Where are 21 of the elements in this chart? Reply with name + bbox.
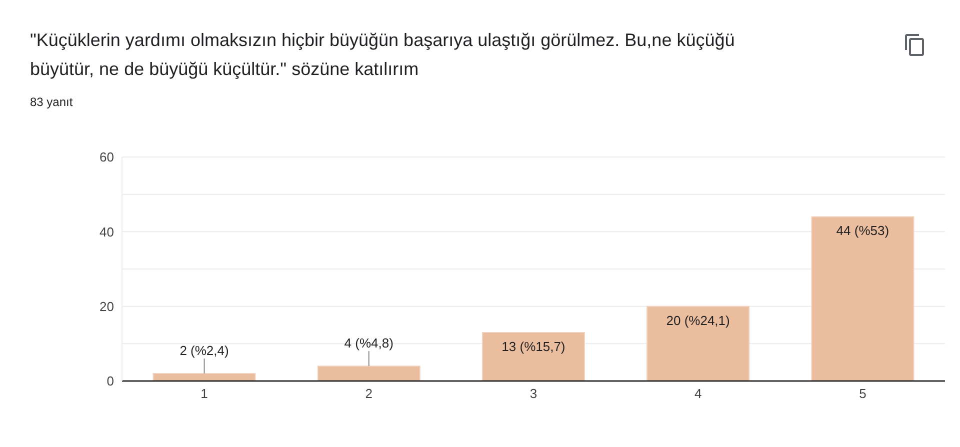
y-tick-label: 40 [100,224,114,240]
y-tick-label: 0 [106,374,114,389]
x-tick-label: 1 [200,386,208,402]
data-label: 13 (%15,7) [502,338,566,354]
y-tick-label: 20 [100,298,114,314]
y-tick-label: 60 [100,150,114,165]
bar [811,216,914,381]
chart-title: "Küçüklerin yardımı olmaksızın hiçbir büyüğün başarıya ulaştığı görülmez. Bu,ne küçüğü büyütür, ne de büyüğü küçültür." sözüne katılırım [30,29,736,81]
data-label: 44 (%53) [836,223,890,238]
data-label: 20 (%24,1) [666,312,730,328]
bar [317,366,420,381]
bar [482,332,585,381]
data-label: 4 (%4,8) [344,336,394,351]
data-label: 2 (%2,4) [180,342,229,358]
x-tick-label: 4 [694,386,702,402]
x-tick-label: 2 [365,386,373,402]
chart-subtitle: 83 yanıt [30,95,73,109]
x-tick-label: 5 [859,386,866,402]
bar [646,306,750,381]
bar [152,373,256,381]
x-tick-label: 3 [530,386,538,402]
